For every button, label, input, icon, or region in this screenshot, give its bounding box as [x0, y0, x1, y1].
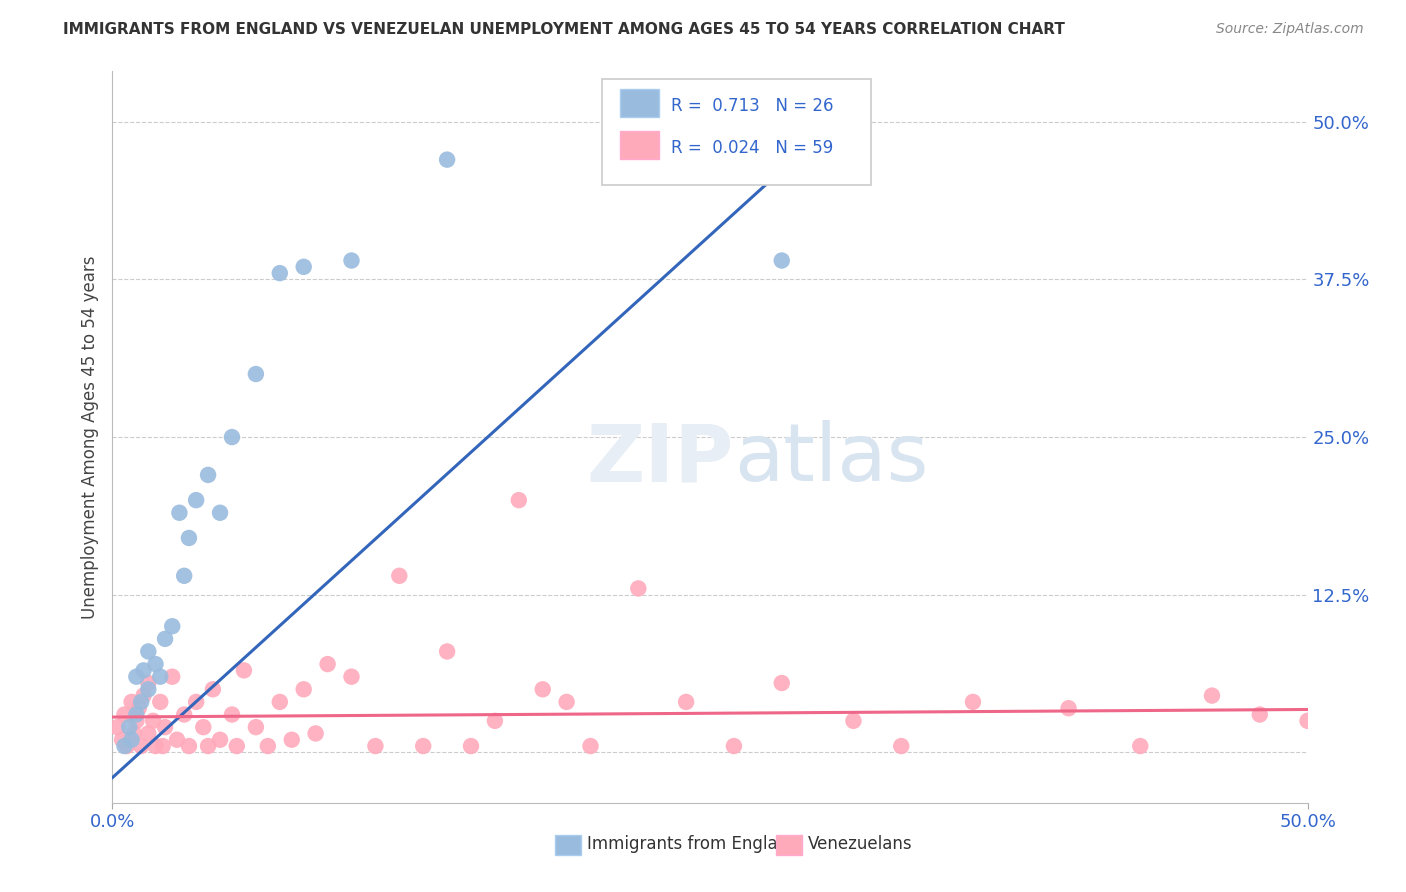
Point: [305, 726, 328, 740]
Point: [1296, 714, 1319, 728]
Point: [890, 739, 912, 753]
Point: [121, 695, 143, 709]
Point: [152, 739, 174, 753]
Point: [153, 632, 176, 646]
Point: [292, 260, 315, 274]
Point: [142, 714, 165, 728]
Point: [105, 720, 128, 734]
Point: [149, 695, 172, 709]
Point: [627, 582, 650, 596]
Point: [257, 739, 280, 753]
Point: [340, 253, 363, 268]
Point: [340, 670, 363, 684]
FancyBboxPatch shape: [620, 131, 658, 159]
Point: [186, 695, 208, 709]
Point: [129, 739, 152, 753]
Point: [197, 739, 219, 753]
Point: [412, 739, 434, 753]
Point: [245, 720, 267, 734]
Text: Source: ZipAtlas.com: Source: ZipAtlas.com: [1216, 22, 1364, 37]
Point: [579, 739, 602, 753]
Point: [132, 689, 155, 703]
Point: [675, 695, 697, 709]
Point: [111, 732, 134, 747]
Text: ZIP: ZIP: [586, 420, 734, 498]
Point: [201, 682, 224, 697]
Point: [770, 676, 793, 690]
Point: [121, 732, 143, 747]
Point: [169, 506, 191, 520]
Text: R =  0.024   N = 59: R = 0.024 N = 59: [671, 139, 832, 157]
Point: [153, 720, 176, 734]
Point: [138, 682, 160, 697]
Point: [221, 430, 243, 444]
FancyBboxPatch shape: [776, 835, 801, 855]
Point: [138, 676, 160, 690]
Point: [145, 739, 167, 753]
Point: [145, 657, 167, 671]
Point: [281, 732, 304, 747]
Point: [177, 531, 200, 545]
Point: [115, 739, 138, 753]
Point: [1201, 689, 1223, 703]
Point: [531, 682, 554, 697]
Point: [436, 644, 458, 658]
Point: [114, 707, 135, 722]
Point: [316, 657, 339, 671]
Point: [460, 739, 482, 753]
Point: [122, 726, 145, 740]
Point: [292, 682, 315, 697]
Point: [364, 739, 387, 753]
Point: [233, 664, 256, 678]
Point: [125, 670, 148, 684]
Point: [138, 644, 160, 658]
Point: [723, 739, 745, 753]
Point: [269, 266, 291, 280]
Point: [1057, 701, 1080, 715]
Point: [118, 720, 141, 734]
Point: [177, 739, 200, 753]
Point: [162, 670, 183, 684]
Text: IMMIGRANTS FROM ENGLAND VS VENEZUELAN UNEMPLOYMENT AMONG AGES 45 TO 54 YEARS COR: IMMIGRANTS FROM ENGLAND VS VENEZUELAN UN…: [63, 22, 1066, 37]
Point: [138, 726, 160, 740]
Text: atlas: atlas: [734, 420, 928, 498]
Point: [221, 707, 243, 722]
FancyBboxPatch shape: [603, 78, 872, 185]
Point: [555, 695, 578, 709]
Point: [125, 707, 148, 722]
Point: [1129, 739, 1152, 753]
Point: [842, 714, 865, 728]
Point: [162, 619, 183, 633]
Point: [436, 153, 458, 167]
Point: [173, 707, 195, 722]
Point: [173, 569, 195, 583]
Point: [186, 493, 208, 508]
Point: [129, 695, 152, 709]
Point: [269, 695, 291, 709]
Point: [149, 670, 172, 684]
Point: [1249, 707, 1271, 722]
FancyBboxPatch shape: [620, 89, 658, 118]
Point: [128, 701, 150, 715]
Point: [193, 720, 215, 734]
Point: [245, 367, 267, 381]
Point: [225, 739, 247, 753]
Text: Venezuelans: Venezuelans: [808, 836, 912, 854]
Point: [125, 714, 148, 728]
Point: [209, 732, 232, 747]
Point: [508, 493, 530, 508]
Point: [166, 732, 188, 747]
Point: [484, 714, 506, 728]
Point: [197, 467, 219, 482]
Point: [770, 253, 793, 268]
Point: [114, 739, 135, 753]
Text: Immigrants from England: Immigrants from England: [586, 836, 799, 854]
Point: [132, 664, 155, 678]
FancyBboxPatch shape: [554, 835, 581, 855]
Point: [209, 506, 232, 520]
Text: R =  0.713   N = 26: R = 0.713 N = 26: [671, 96, 834, 115]
Y-axis label: Unemployment Among Ages 45 to 54 years: Unemployment Among Ages 45 to 54 years: [80, 255, 98, 619]
Point: [388, 569, 411, 583]
Point: [962, 695, 984, 709]
